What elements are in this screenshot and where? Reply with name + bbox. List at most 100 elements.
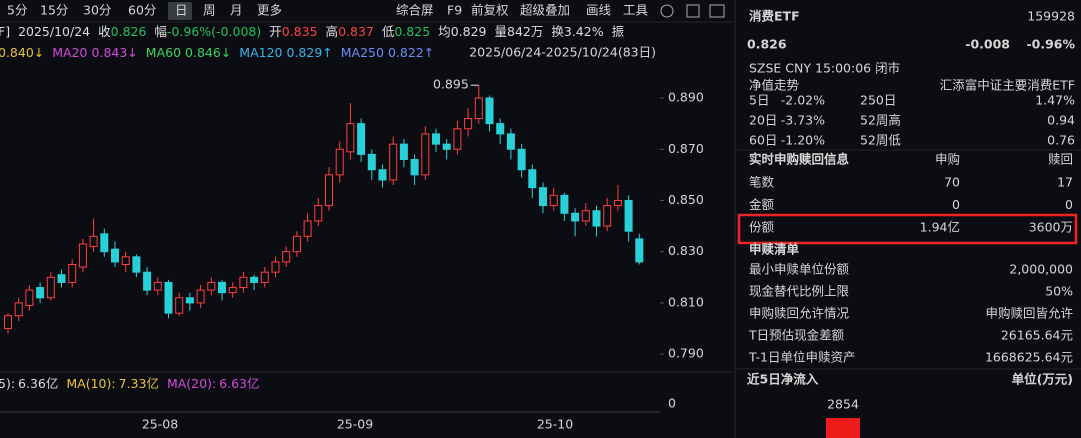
label: MA20: [52, 45, 87, 60]
candle-body: [185, 297, 194, 304]
row-value: 50%: [1045, 284, 1073, 299]
fund-name: 汇添富中证主要消费ETF: [940, 78, 1075, 93]
candle-body: [539, 187, 547, 207]
period-tab[interactable]: 周: [203, 3, 216, 18]
security-code: 159928: [1027, 9, 1075, 24]
row-value: 17: [1057, 175, 1073, 190]
label: 收: [98, 24, 111, 39]
period-tab[interactable]: 更多: [257, 3, 282, 18]
change-pct: -0.96%: [1026, 37, 1075, 52]
volume-legend: 5): 6.36亿 MA(10): 7.33亿 MA(20): 6.63亿: [0, 376, 260, 391]
candle-body: [624, 199, 633, 232]
y-tick-label: 0.850: [668, 192, 704, 207]
change: -0.008: [965, 37, 1010, 52]
last-price: 0.826: [747, 37, 787, 52]
candle-body: [132, 256, 141, 273]
layout-icon[interactable]: [709, 4, 725, 18]
candle-body: [603, 205, 612, 227]
candle-body: [111, 248, 119, 263]
candle-body: [410, 158, 419, 176]
candle-body: [346, 123, 355, 153]
label: MA250: [341, 45, 384, 60]
candle-body: [571, 212, 580, 222]
row-value: 0: [1065, 197, 1073, 212]
candle-body: [517, 148, 526, 171]
row-value: 0.94: [1047, 113, 1075, 128]
label: MA(10):: [66, 376, 115, 391]
period-tab[interactable]: 15分: [40, 3, 68, 18]
period-tab[interactable]: 日: [175, 3, 188, 18]
candle-body: [175, 297, 184, 314]
row-label: 现金替代比例上限: [749, 284, 850, 299]
row-label: T-1日单位申赎资产: [748, 350, 855, 365]
value: 7.33亿: [119, 376, 159, 391]
value: 842万: [507, 24, 543, 39]
y-tick-label: 0.830: [668, 243, 704, 258]
period-tab[interactable]: 5分: [7, 3, 27, 18]
candle-body: [100, 233, 109, 253]
candle-body: [314, 205, 323, 222]
row-value: 1.94亿: [920, 220, 960, 235]
candle-body: [121, 256, 130, 265]
candle-body: [399, 143, 408, 160]
period-tab[interactable]: 月: [230, 3, 243, 18]
period-selected: [168, 2, 192, 20]
candle-body: [143, 271, 152, 291]
row-value: -1.20%: [781, 133, 825, 148]
ma-bar: 0.840↓ MA20 0.843↓ MA60 0.846↓ MA120 0.829↑ MA2…: [0, 45, 434, 60]
window-icon[interactable]: [686, 4, 700, 18]
value: -0.96%(-0.008): [167, 24, 261, 39]
candle-body: [89, 235, 98, 248]
tool-button[interactable]: F9: [447, 3, 462, 18]
section-title: 净值走势: [749, 78, 800, 93]
label: 高: [326, 24, 339, 39]
candle-body: [635, 238, 644, 263]
candle-body: [292, 235, 301, 253]
candle-body: [432, 133, 440, 145]
value: 6.63亿: [219, 376, 259, 391]
candle-body: [282, 251, 291, 263]
candle-body: [378, 169, 387, 181]
tool-button[interactable]: 画线: [586, 3, 612, 18]
value: 0.837: [338, 24, 374, 39]
candle-body: [239, 276, 248, 289]
tool-button[interactable]: 超级叠加: [520, 3, 570, 18]
tool-button[interactable]: 工具: [623, 3, 649, 18]
row-label: 笔数: [749, 175, 775, 190]
period-tab[interactable]: 60分: [128, 3, 156, 18]
period-tab[interactable]: 30分: [83, 3, 111, 18]
quote-bar: F] 2025/10/24 收0.826 幅-0.96%(-0.008) 开0.835 高…: [0, 24, 625, 39]
label: MA120: [239, 45, 282, 60]
candle-body: [260, 271, 269, 283]
row-label: 最小申赎单位份额: [749, 262, 850, 277]
section-title: 近5日净流入: [747, 372, 819, 387]
row-label: T日预估现金差额: [748, 328, 845, 343]
section-title: 实时申购赎回信息: [749, 152, 850, 167]
candle-body: [496, 123, 505, 135]
candle-body: [581, 210, 590, 222]
candle-body: [592, 210, 601, 227]
candle-body: [560, 194, 569, 214]
row-label: 52周高: [860, 113, 901, 128]
candle-body: [164, 281, 173, 314]
candle-body: [389, 143, 398, 181]
candle-body: [303, 220, 312, 237]
high-label: 0.895: [433, 77, 469, 92]
label: 换: [551, 24, 564, 39]
label: F]: [0, 24, 10, 39]
candle-body: [506, 133, 515, 150]
tool-button[interactable]: 前复权: [471, 3, 509, 18]
row-label: 金额: [749, 197, 775, 212]
tool-button[interactable]: 综合屏: [396, 3, 434, 18]
search-icon[interactable]: [660, 4, 674, 18]
candle-body: [46, 276, 55, 299]
row-value: -2.02%: [781, 93, 825, 108]
y-tick-label: 0.890: [668, 90, 704, 105]
volume-zero: 0: [668, 396, 676, 411]
candle-body: [153, 281, 162, 291]
value: 0.826: [111, 24, 147, 39]
candle-body: [14, 302, 23, 317]
candle-body: [4, 315, 12, 330]
